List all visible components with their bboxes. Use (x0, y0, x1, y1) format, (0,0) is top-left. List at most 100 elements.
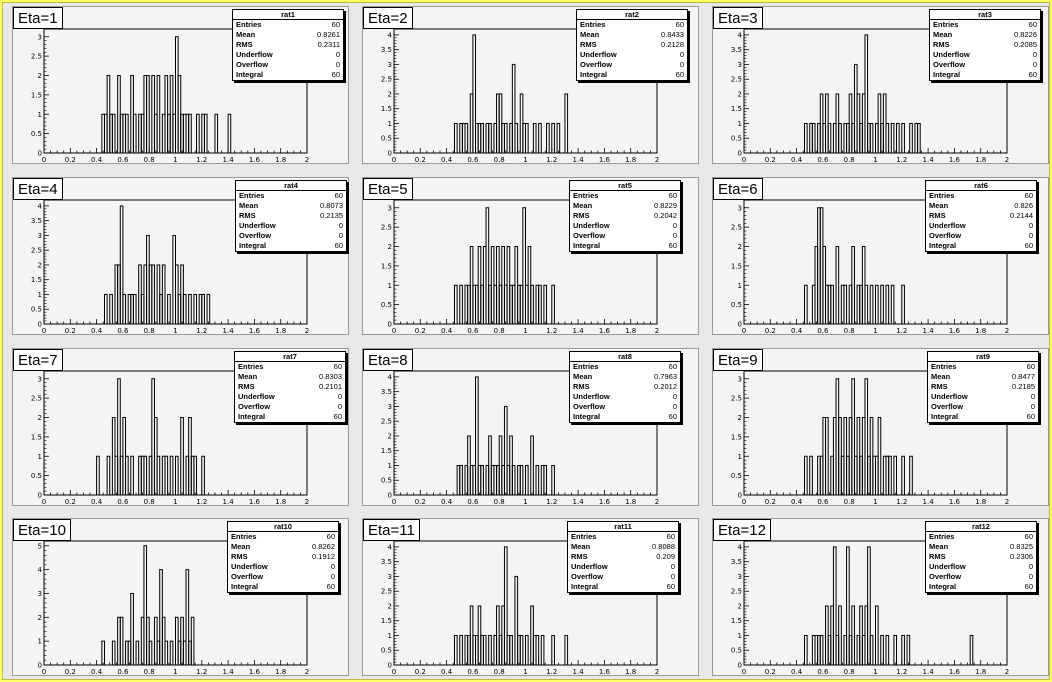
stats-label: Overflow (929, 231, 962, 240)
stats-label: Entries (236, 20, 262, 29)
stats-histogram-name: rat9 (928, 352, 1038, 362)
histogram-bar (167, 293, 171, 325)
histogram-bar (151, 264, 155, 325)
stats-value: 60 (1026, 362, 1035, 371)
y-tick-label: 4 (388, 373, 393, 381)
histogram-bar (851, 378, 855, 496)
stats-row: Integral 60 (577, 70, 687, 80)
stats-row: RMS 0.2306 (926, 552, 1036, 562)
histogram-bar (877, 417, 882, 496)
y-tick-label: 2 (38, 72, 42, 80)
y-tick-label: 2.5 (381, 418, 392, 426)
x-tick-label: 1.4 (223, 668, 235, 676)
y-tick-label: 2 (38, 261, 42, 269)
histogram-bar (111, 113, 116, 154)
stats-row: Underflow 0 (928, 392, 1038, 402)
y-tick-label: 2 (388, 432, 392, 440)
x-tick-label: 0.2 (765, 668, 776, 676)
stats-label: Entries (231, 532, 257, 541)
y-tick-label: 1 (38, 291, 42, 299)
histogram-bar (851, 605, 855, 666)
y-tick-label: 1.5 (31, 91, 42, 99)
histogram-bar (514, 122, 519, 154)
y-tick-label: 4 (388, 31, 393, 39)
stats-box: rat2 Entries 60 Mean 0.8433 RMS 0.2128 Underflo… (576, 9, 688, 81)
x-tick-label: 0.6 (467, 498, 479, 506)
stats-value: 0 (1030, 392, 1035, 401)
x-tick-label: 1.2 (546, 156, 557, 164)
stats-value: 60 (1024, 191, 1033, 200)
x-tick-label: 2 (305, 327, 309, 335)
stats-value: 0.8073 (320, 201, 343, 210)
y-tick-label: 2 (738, 243, 742, 251)
x-tick-label: 0.8 (144, 327, 155, 335)
y-tick-label: 1 (388, 282, 392, 290)
y-tick-label: 1.5 (381, 105, 392, 113)
stats-value: 0 (672, 402, 677, 411)
y-tick-label: 0.5 (381, 301, 392, 309)
stats-value: 0.8226 (1014, 30, 1037, 39)
y-tick-label: 3 (38, 232, 42, 240)
histogram-bar (901, 634, 905, 666)
stats-label: RMS (238, 382, 255, 391)
histogram-bar (969, 634, 974, 666)
stats-label: RMS (933, 40, 950, 49)
histogram-bar (488, 634, 492, 666)
stats-value: 60 (326, 532, 335, 541)
pad-title: Eta=12 (713, 519, 771, 541)
y-tick-label: 1.5 (31, 433, 42, 441)
stats-label: RMS (571, 552, 588, 561)
stats-row: Entries 60 (928, 362, 1038, 372)
histogram-bar (830, 284, 834, 325)
y-tick-label: 0 (388, 321, 392, 329)
histogram-bar (132, 293, 137, 325)
x-tick-label: 0.8 (494, 498, 505, 506)
stats-row: Entries 60 (577, 20, 687, 30)
y-tick-label: 2 (738, 414, 742, 422)
y-tick-label: 3.5 (31, 217, 42, 225)
histogram-bar (511, 464, 516, 496)
x-tick-label: 0.2 (765, 327, 776, 335)
histogram-bar (135, 640, 140, 666)
y-tick-label: 3 (388, 573, 392, 581)
histogram-bar (214, 113, 219, 154)
histogram-bar (146, 75, 150, 154)
x-tick-label: 2 (305, 668, 309, 676)
stats-row: Mean 0.8433 (577, 30, 687, 40)
histogram-bar (522, 207, 526, 325)
x-tick-label: 0.6 (817, 668, 829, 676)
stats-label: Underflow (571, 562, 608, 571)
x-tick-label: 0.6 (117, 156, 129, 164)
y-tick-label: 2 (38, 414, 42, 422)
x-tick-label: 1 (873, 156, 877, 164)
stats-row: Underflow 0 (926, 221, 1036, 231)
stats-label: Overflow (933, 60, 966, 69)
x-tick-label: 2 (1005, 327, 1009, 335)
x-tick-label: 0 (742, 668, 746, 676)
y-tick-label: 3.5 (381, 46, 392, 54)
y-tick-label: 1.5 (731, 433, 742, 441)
y-tick-label: 0 (38, 492, 42, 500)
stats-value: 60 (666, 582, 675, 591)
histogram-bar (885, 122, 890, 154)
stats-label: Entries (933, 20, 959, 29)
stats-row: Integral 60 (926, 582, 1036, 592)
stats-box: rat6 Entries 60 Mean 0.826 RMS 0.2144 Underflow… (925, 180, 1037, 252)
stats-label: RMS (573, 211, 590, 220)
stats-row: Mean 0.7963 (570, 372, 680, 382)
stats-box: rat5 Entries 60 Mean 0.8229 RMS 0.2042 Underflo… (569, 180, 681, 252)
histogram-bar (535, 464, 540, 496)
histogram-bar (525, 634, 529, 666)
x-tick-label: 0.2 (415, 498, 426, 506)
histogram-bar (540, 634, 545, 666)
x-tick-label: 0.4 (791, 156, 803, 164)
stats-value: 60 (1028, 70, 1037, 79)
histogram-bar (906, 634, 911, 666)
stats-value: 60 (1026, 412, 1035, 421)
histogram-bar (880, 284, 884, 325)
stats-row: Overflow 0 (228, 572, 338, 582)
histogram-bar (864, 284, 869, 325)
stats-value: 0 (330, 572, 335, 581)
histogram-bar (156, 75, 161, 154)
histogram-pad: 0 0.2 0.4 0.6 0.8 1 1.2 1.4 1.6 1.8 2 0 0.5 1 1.5 2 2.5 3… (712, 348, 1049, 506)
